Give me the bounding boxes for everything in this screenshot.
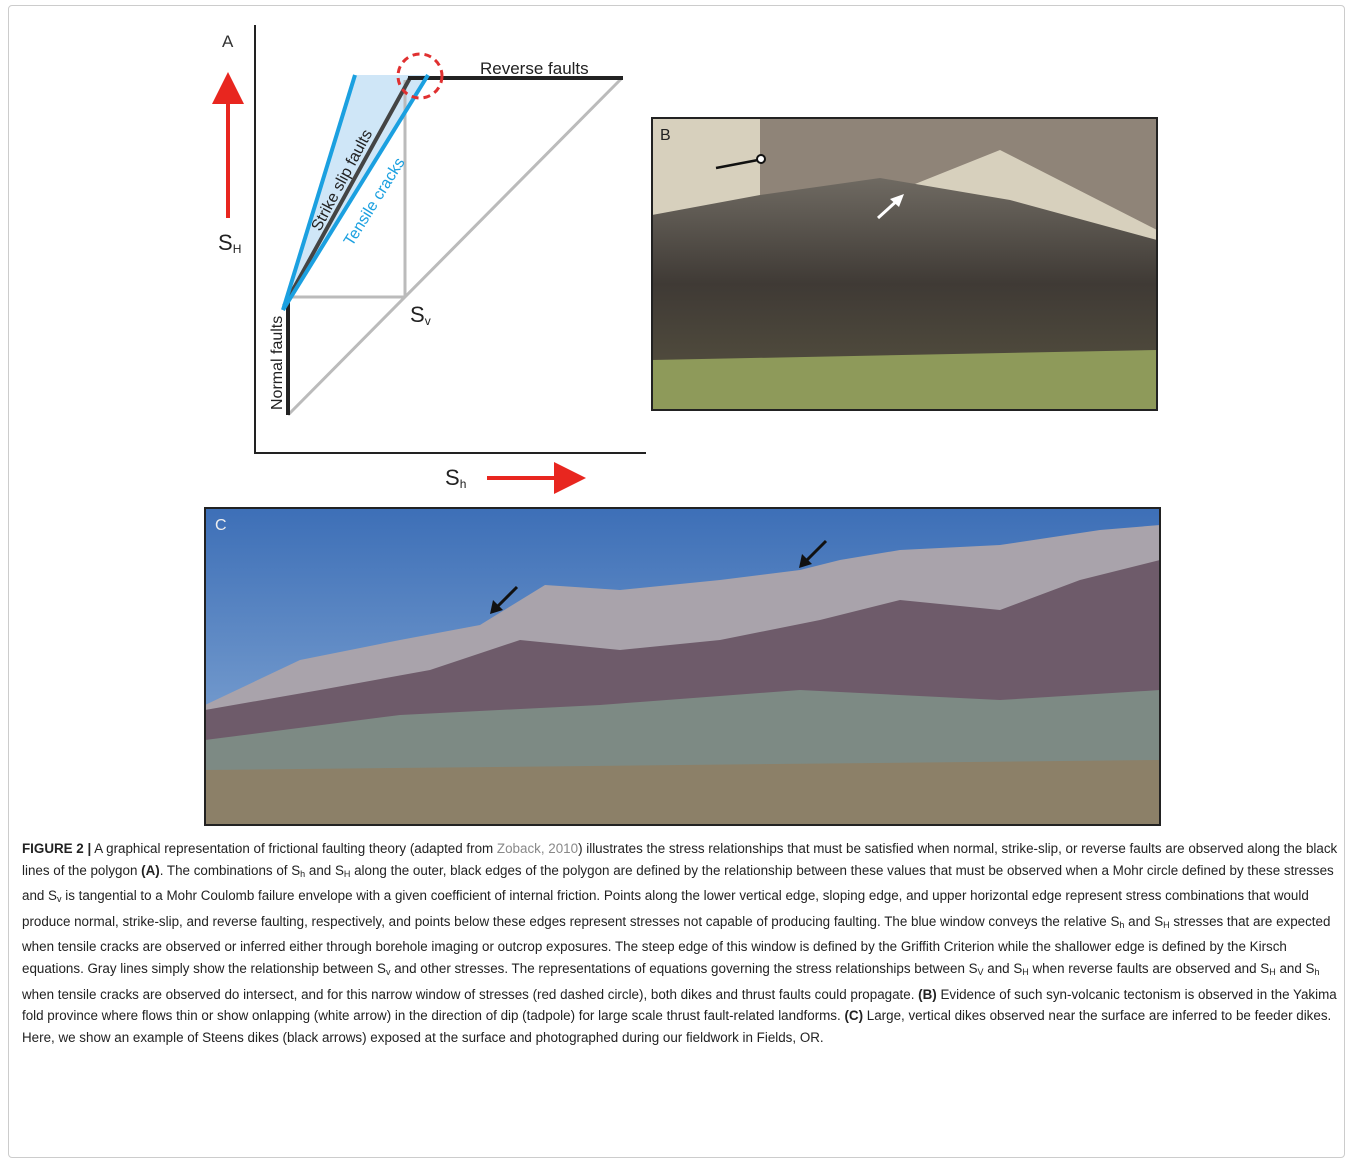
- reverse-label: Reverse faults: [480, 59, 589, 78]
- caption-bold: (C): [844, 1008, 863, 1023]
- normal-label: Normal faults: [269, 316, 286, 410]
- caption-bold: (B): [918, 987, 937, 1002]
- panel-label: C: [215, 517, 227, 534]
- grass: [652, 350, 1157, 410]
- caption-text: and other stresses. The representations …: [390, 961, 977, 976]
- caption-text: when reverse faults are observed and S: [1029, 961, 1269, 976]
- caption-text: and S: [1124, 914, 1163, 929]
- caption-text: when tensile cracks are observed do inte…: [22, 987, 918, 1002]
- tadpole-head: [757, 155, 765, 163]
- page: A Reverse faults Strike slip faults Tens…: [0, 0, 1355, 1167]
- panel-c: C: [205, 508, 1160, 825]
- caption-text: . The combinations of S: [160, 863, 300, 878]
- plain: [205, 760, 1160, 825]
- caption-text: and S: [1276, 961, 1315, 976]
- caption-text: and S: [305, 863, 344, 878]
- panel-a: A Reverse faults Strike slip faults Tens…: [218, 25, 646, 491]
- caption-text: and S: [984, 961, 1023, 976]
- caption-link[interactable]: Zoback, 2010: [497, 841, 578, 856]
- s: S: [445, 465, 460, 490]
- sh-small-label: Sh: [445, 465, 466, 491]
- sub: H: [233, 242, 242, 256]
- caption-bold: (A): [141, 863, 160, 878]
- panel-label: B: [660, 127, 671, 144]
- figure-caption: FIGURE 2 | A graphical representation of…: [22, 838, 1340, 1048]
- sv-label: Sv: [410, 302, 431, 328]
- sub: h: [460, 477, 467, 491]
- s: S: [410, 302, 425, 327]
- caption-sub: h: [1314, 967, 1319, 977]
- figure: A Reverse faults Strike slip faults Tens…: [0, 0, 1355, 835]
- panel-label: A: [222, 32, 234, 51]
- sh-label: SH: [218, 230, 241, 256]
- sub: v: [425, 314, 431, 328]
- s: S: [218, 230, 233, 255]
- caption-bold: FIGURE 2 |: [22, 841, 91, 856]
- panel-b: B: [652, 118, 1157, 410]
- caption-text: A graphical representation of frictional…: [91, 841, 497, 856]
- caption-text: is tangential to a Mohr Coulomb failure …: [22, 888, 1309, 929]
